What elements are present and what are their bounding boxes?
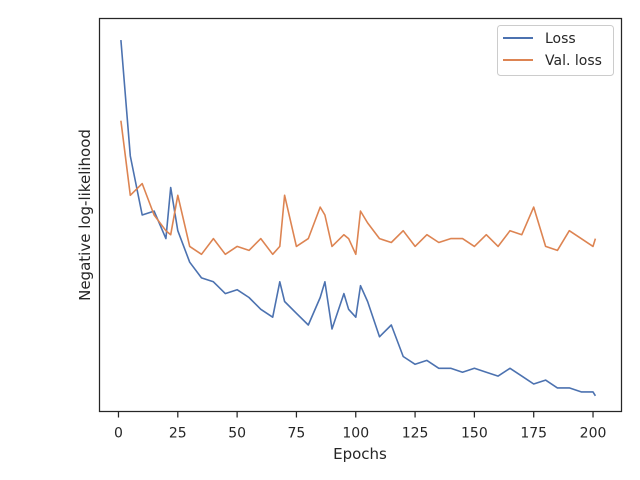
legend: Loss Val. loss: [497, 25, 614, 76]
legend-label-loss: Loss: [545, 31, 576, 47]
x-tick-label: 0: [114, 426, 123, 442]
x-tick-label: 125: [402, 426, 429, 442]
x-tick-label: 150: [461, 426, 488, 442]
x-axis-ticks: 0 25 50 75 100 125 150 175 200: [114, 411, 607, 442]
series-line-loss: [120, 40, 597, 397]
x-tick-label: 50: [228, 426, 246, 442]
x-tick-label: 200: [580, 426, 607, 442]
x-tick-label: 25: [169, 426, 187, 442]
y-axis-label: Negative log-likelihood: [76, 129, 94, 301]
series-layer: [120, 40, 597, 397]
x-axis-label: Epochs: [333, 445, 387, 463]
x-tick-label: 75: [288, 426, 306, 442]
legend-label-val-loss: Val. loss: [545, 53, 602, 69]
x-tick-label: 100: [342, 426, 369, 442]
x-tick-label: 175: [520, 426, 547, 442]
series-line-val-loss: [120, 120, 597, 256]
